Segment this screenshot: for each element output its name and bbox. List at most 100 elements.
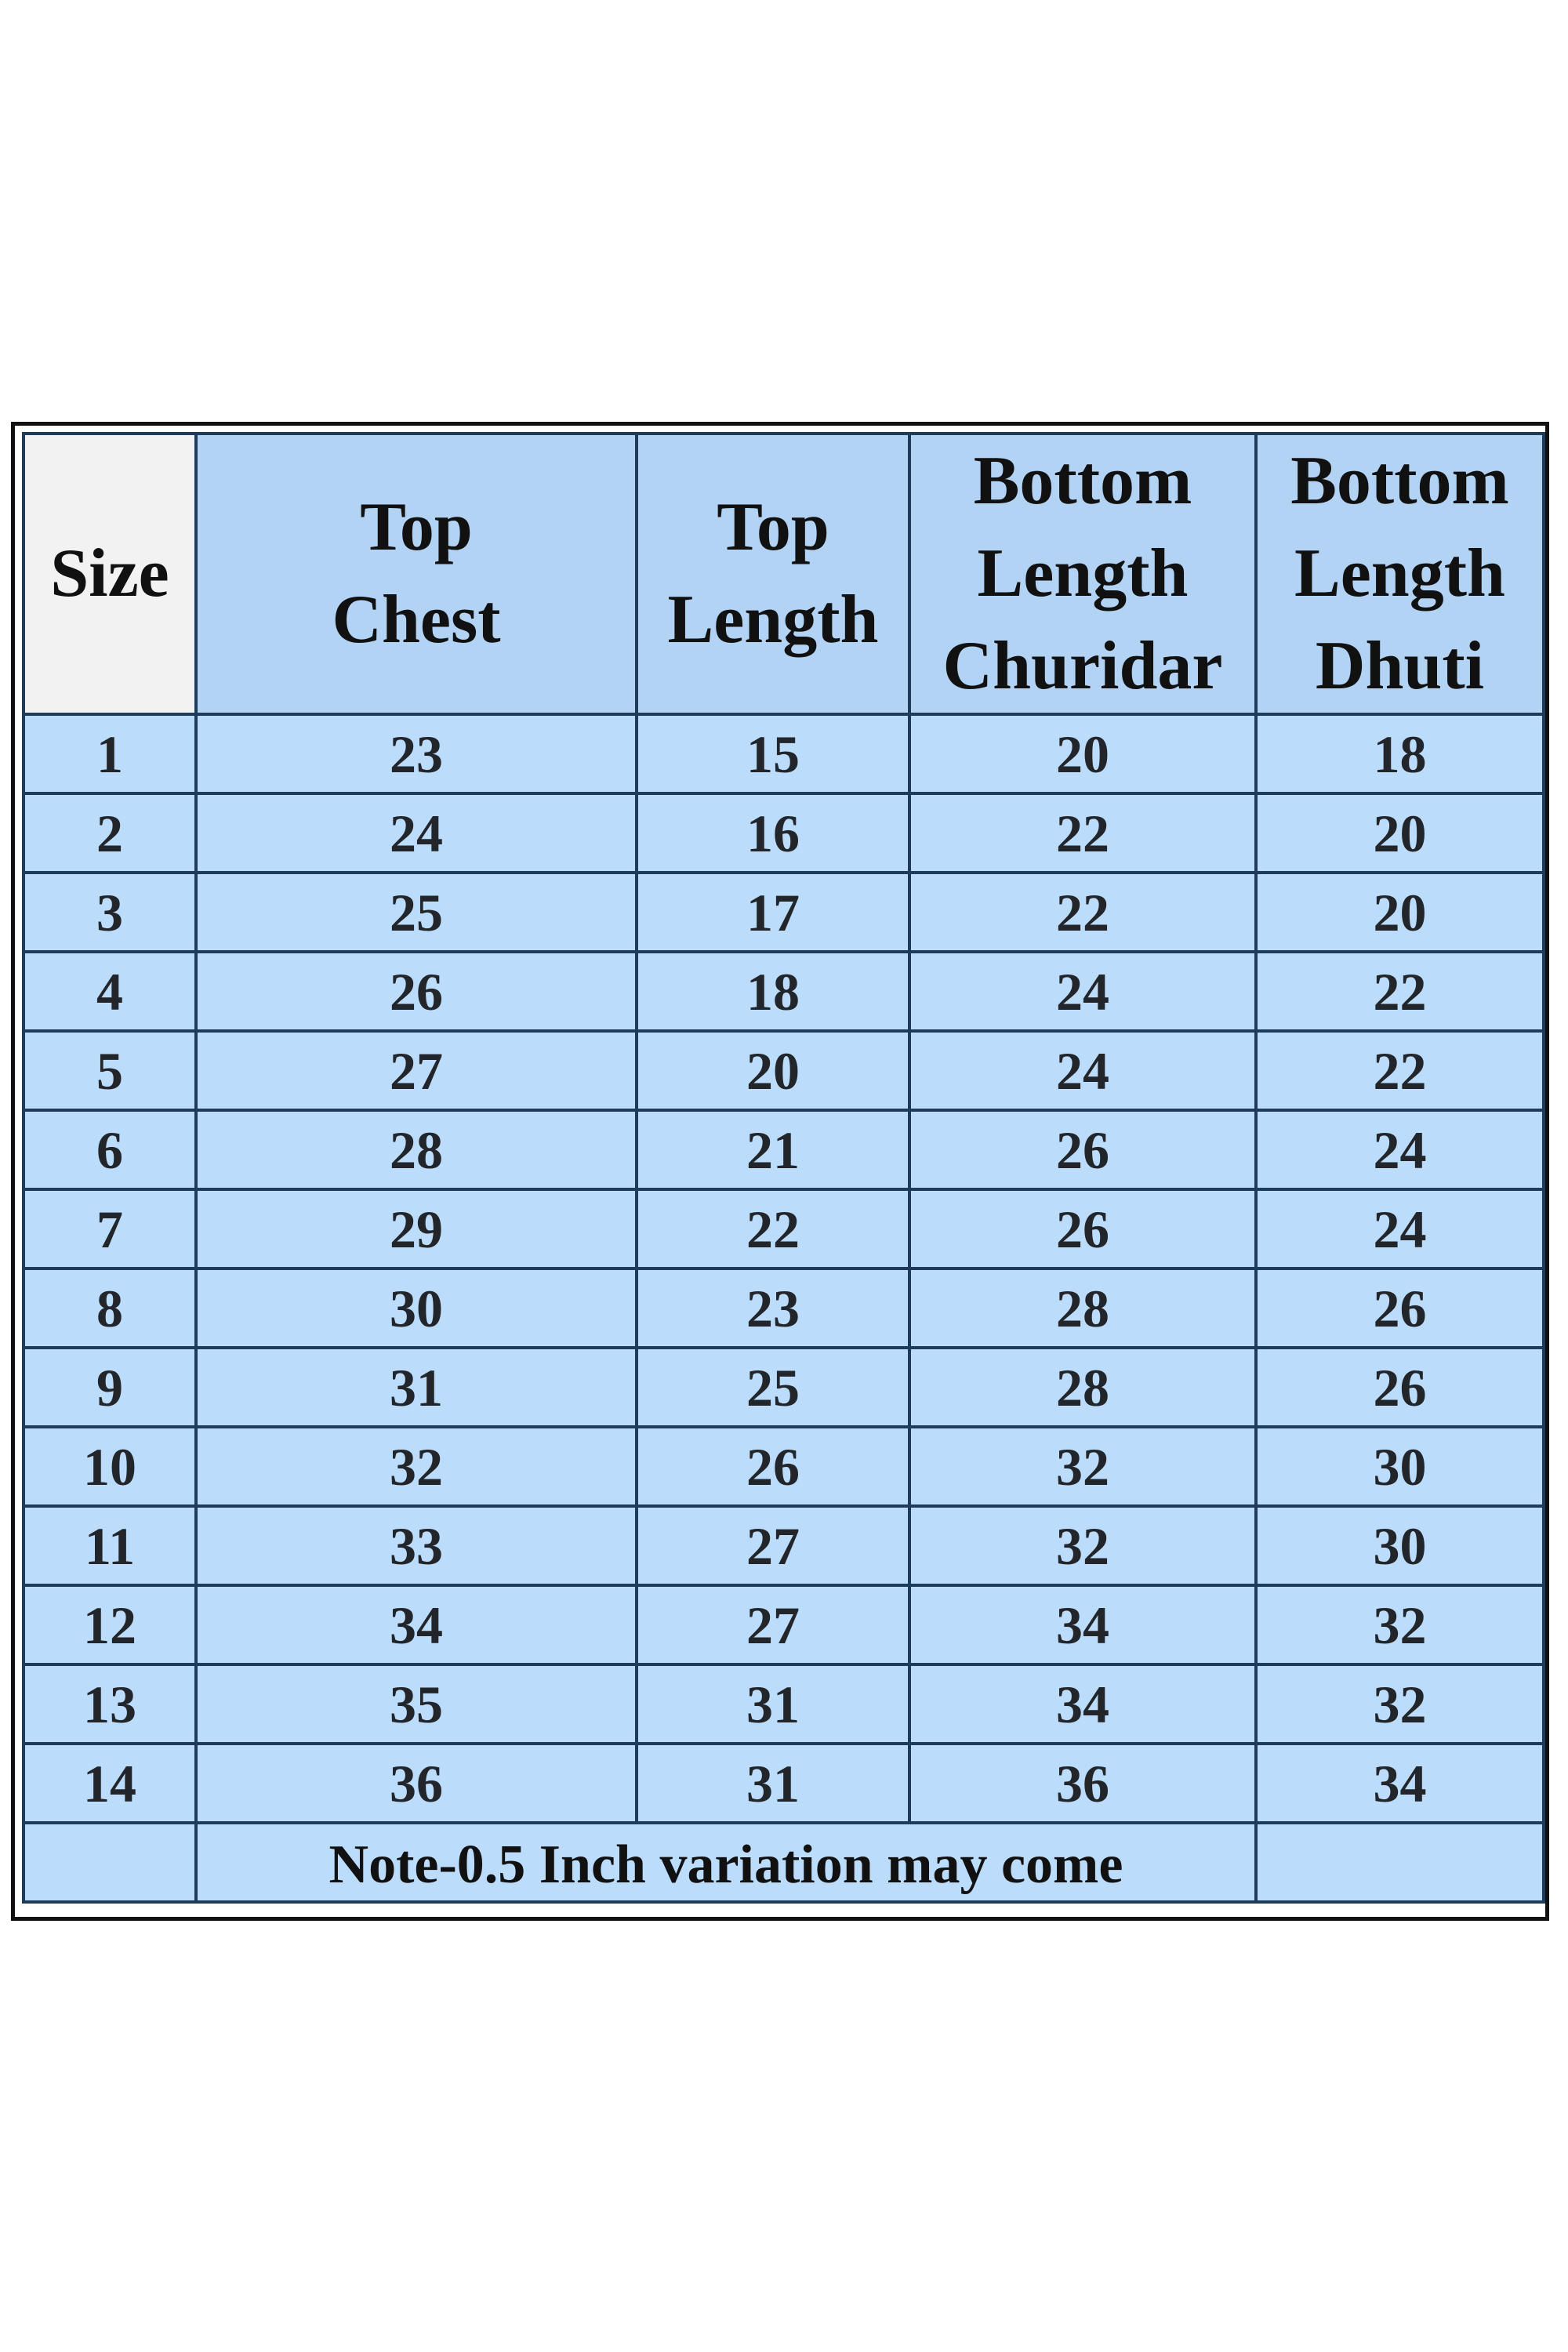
table-row: 9 31 25 28 26 — [22, 1346, 1545, 1428]
cell-size: 2 — [22, 792, 198, 874]
header-size: Size — [22, 432, 198, 716]
cell-size: 1 — [22, 713, 198, 795]
cell-bottom-length-churidar: 32 — [908, 1425, 1258, 1508]
cell-bottom-length-dhuti: 34 — [1254, 1742, 1545, 1824]
cell-bottom-length-churidar: 36 — [908, 1742, 1258, 1824]
table-row: 5 27 20 24 22 — [22, 1029, 1545, 1112]
table-row: 2 24 16 22 20 — [22, 792, 1545, 874]
cell-size: 11 — [22, 1504, 198, 1587]
cell-bottom-length-dhuti: 24 — [1254, 1188, 1545, 1270]
table-row: 7 29 22 26 24 — [22, 1188, 1545, 1270]
table-row: 6 28 21 26 24 — [22, 1109, 1545, 1191]
cell-size: 10 — [22, 1425, 198, 1508]
cell-top-length: 27 — [635, 1584, 911, 1666]
cell-size: 6 — [22, 1109, 198, 1191]
header-line: Size — [50, 535, 169, 612]
header-line: Dhuti — [1315, 628, 1485, 704]
cell-top-length: 31 — [635, 1742, 911, 1824]
cell-top-chest: 34 — [194, 1584, 638, 1666]
cell-bottom-length-churidar: 26 — [908, 1109, 1258, 1191]
table-row: 14 36 31 36 34 — [22, 1742, 1545, 1824]
cell-bottom-length-churidar: 22 — [908, 871, 1258, 953]
cell-top-length: 18 — [635, 950, 911, 1033]
table-row: 11 33 27 32 30 — [22, 1504, 1545, 1587]
table-row: 10 32 26 32 30 — [22, 1425, 1545, 1508]
header-bottom-length-churidar: Bottom Length Churidar — [908, 432, 1258, 716]
cell-bottom-length-churidar: 20 — [908, 713, 1258, 795]
cell-size: 5 — [22, 1029, 198, 1112]
header-line: Chest — [332, 582, 501, 658]
cell-bottom-length-dhuti: 26 — [1254, 1267, 1545, 1349]
cell-top-chest: 27 — [194, 1029, 638, 1112]
note-row: Note-0.5 Inch variation may come — [22, 1821, 1545, 1904]
cell-top-chest: 24 — [194, 792, 638, 874]
table-row: 1 23 15 20 18 — [22, 713, 1545, 795]
header-line: Churidar — [942, 628, 1223, 704]
empty-cell — [1254, 1821, 1545, 1904]
cell-top-length: 15 — [635, 713, 911, 795]
cell-bottom-length-dhuti: 32 — [1254, 1663, 1545, 1745]
header-line: Top — [717, 489, 829, 565]
cell-bottom-length-churidar: 24 — [908, 950, 1258, 1033]
table-frame — [11, 422, 1549, 1921]
cell-top-chest: 31 — [194, 1346, 638, 1428]
cell-bottom-length-churidar: 24 — [908, 1029, 1258, 1112]
table-row: 8 30 23 28 26 — [22, 1267, 1545, 1349]
cell-top-length: 21 — [635, 1109, 911, 1191]
cell-top-chest: 26 — [194, 950, 638, 1033]
cell-top-length: 25 — [635, 1346, 911, 1428]
cell-top-length: 20 — [635, 1029, 911, 1112]
cell-top-chest: 23 — [194, 713, 638, 795]
header-line: Top — [360, 489, 473, 565]
cell-size: 4 — [22, 950, 198, 1033]
table-row: 4 26 18 24 22 — [22, 950, 1545, 1033]
cell-bottom-length-dhuti: 20 — [1254, 871, 1545, 953]
table-row: 13 35 31 34 32 — [22, 1663, 1545, 1745]
cell-top-chest: 28 — [194, 1109, 638, 1191]
cell-size: 7 — [22, 1188, 198, 1270]
cell-bottom-length-churidar: 32 — [908, 1504, 1258, 1587]
cell-top-chest: 29 — [194, 1188, 638, 1270]
cell-bottom-length-churidar: 22 — [908, 792, 1258, 874]
cell-size: 9 — [22, 1346, 198, 1428]
cell-top-chest: 32 — [194, 1425, 638, 1508]
cell-bottom-length-dhuti: 22 — [1254, 1029, 1545, 1112]
cell-top-length: 27 — [635, 1504, 911, 1587]
cell-bottom-length-dhuti: 30 — [1254, 1425, 1545, 1508]
cell-size: 3 — [22, 871, 198, 953]
cell-top-length: 23 — [635, 1267, 911, 1349]
cell-top-length: 22 — [635, 1188, 911, 1270]
header-top-length: Top Length — [635, 432, 911, 716]
cell-bottom-length-churidar: 28 — [908, 1267, 1258, 1349]
cell-bottom-length-dhuti: 18 — [1254, 713, 1545, 795]
cell-top-chest: 36 — [194, 1742, 638, 1824]
cell-top-chest: 25 — [194, 871, 638, 953]
header-top-chest: Top Chest — [194, 432, 638, 716]
header-line: Length — [1294, 535, 1505, 612]
cell-top-chest: 30 — [194, 1267, 638, 1349]
header-row: Size Top Chest Top Length Bottom Length Churida… — [22, 432, 1545, 716]
header-line: Length — [667, 582, 879, 658]
cell-bottom-length-churidar: 34 — [908, 1584, 1258, 1666]
header-line: Bottom — [1290, 443, 1509, 519]
header-bottom-length-dhuti: Bottom Length Dhuti — [1254, 432, 1545, 716]
table-row: 12 34 27 34 32 — [22, 1584, 1545, 1666]
cell-size: 13 — [22, 1663, 198, 1745]
cell-size: 14 — [22, 1742, 198, 1824]
cell-bottom-length-churidar: 28 — [908, 1346, 1258, 1428]
cell-bottom-length-churidar: 26 — [908, 1188, 1258, 1270]
cell-top-chest: 35 — [194, 1663, 638, 1745]
cell-top-chest: 33 — [194, 1504, 638, 1587]
cell-bottom-length-dhuti: 30 — [1254, 1504, 1545, 1587]
cell-size: 12 — [22, 1584, 198, 1666]
size-chart-table: Size Top Chest Top Length Bottom Length Churida… — [22, 432, 1545, 1904]
cell-bottom-length-dhuti: 20 — [1254, 792, 1545, 874]
header-line: Length — [977, 535, 1189, 612]
cell-bottom-length-dhuti: 22 — [1254, 950, 1545, 1033]
header-line: Bottom — [973, 443, 1192, 519]
cell-top-length: 26 — [635, 1425, 911, 1508]
cell-bottom-length-dhuti: 26 — [1254, 1346, 1545, 1428]
cell-top-length: 31 — [635, 1663, 911, 1745]
empty-cell — [22, 1821, 198, 1904]
cell-size: 8 — [22, 1267, 198, 1349]
